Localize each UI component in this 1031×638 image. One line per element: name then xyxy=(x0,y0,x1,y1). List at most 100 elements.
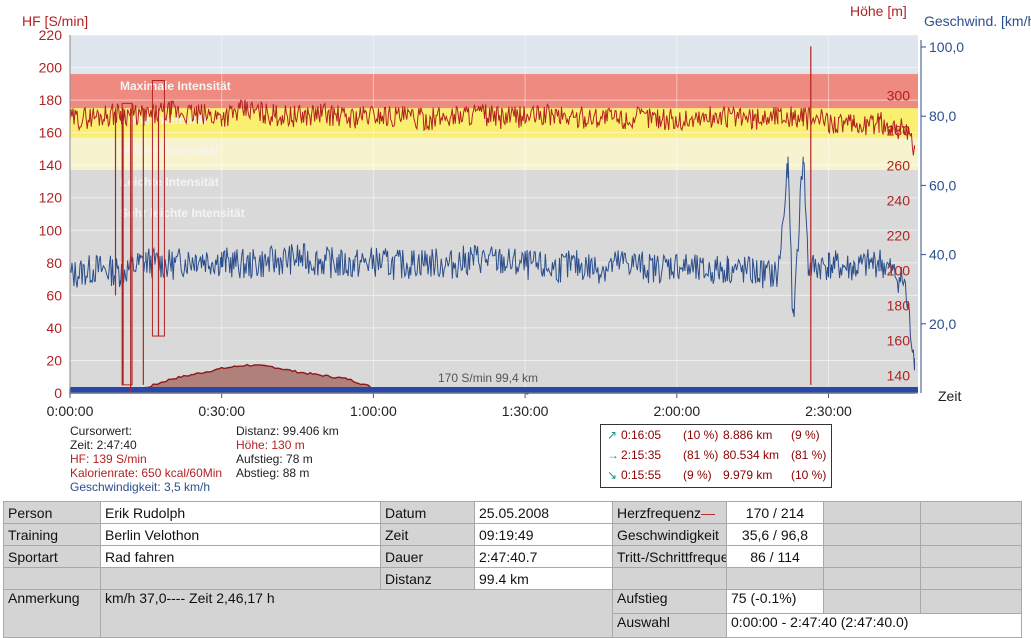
y-speed-tick-label: 60,0 xyxy=(929,177,956,193)
sport-value[interactable]: Rad fahren xyxy=(100,545,381,568)
note-value[interactable]: km/h 37,0---- Zeit 2,46,17 h xyxy=(100,589,613,638)
empty-cell xyxy=(3,567,101,590)
baseline-bar xyxy=(70,387,918,393)
selection-label: Auswahl xyxy=(612,613,727,638)
data-series: 170 S/min 99,4 km xyxy=(69,46,918,395)
y-left-tick-label: 40 xyxy=(46,320,62,336)
zone-row-up: ↗ 0:16:05 (10 %) 8.886 km (9 %) xyxy=(601,425,831,445)
training-label: Training xyxy=(3,523,101,546)
cursor-altitude: Höhe: 130 m xyxy=(236,438,305,452)
y-left-tick-label: 180 xyxy=(39,92,63,108)
chart-annotation: 170 S/min 99,4 km xyxy=(438,371,538,385)
y-altitude-tick-label: 260 xyxy=(887,158,911,174)
y-left-tick-label: 220 xyxy=(39,27,63,43)
y-altitude-tick-label: 160 xyxy=(887,333,911,349)
ascent-value: 75 (-0.1%) xyxy=(726,589,824,614)
duration-label: Dauer xyxy=(380,545,475,568)
zone-distance: 80.534 km xyxy=(723,448,780,462)
zone-distance: 9.979 km xyxy=(723,468,773,482)
session-info-table: Person Erik Rudolph Datum 25.05.2008 Her… xyxy=(3,501,1022,638)
zone-time-pct: (81 %) xyxy=(683,448,719,462)
empty-cell xyxy=(920,589,1022,614)
cursor-values: Cursorwert: Zeit: 2:47:40 HF: 139 S/min … xyxy=(70,424,222,494)
y-altitude-tick-label: 140 xyxy=(887,368,911,384)
plot-top-band xyxy=(70,35,918,75)
cursor-calories: Kalorienrate: 650 kcal/60Min xyxy=(70,466,223,480)
empty-cell xyxy=(612,567,727,590)
y-altitude-tick-label: 180 xyxy=(887,298,911,314)
empty-cell xyxy=(823,567,921,590)
empty-cell xyxy=(920,501,1022,524)
y-speed-tick-label: 40,0 xyxy=(929,247,956,263)
hr-value: 170 / 214 xyxy=(726,501,824,524)
cursor-speed: Geschwindigkeit: 3,5 km/h xyxy=(70,480,211,494)
zone-row-flat: → 2:15:35 (81 %) 80.534 km (81 %) xyxy=(601,445,831,465)
empty-cell xyxy=(823,589,921,614)
y-altitude-tick-label: 280 xyxy=(887,123,911,139)
time-label: Zeit xyxy=(380,523,475,546)
x-tick-label: 1:00:00 xyxy=(350,403,397,419)
empty-cell xyxy=(920,523,1022,546)
y-altitude-tick-label: 200 xyxy=(887,263,911,279)
cursor-time: Zeit: 2:47:40 xyxy=(70,438,137,452)
empty-cell xyxy=(823,501,921,524)
zone-label: Sehr leichte Intensität xyxy=(120,206,245,220)
zone-distance-pct: (81 %) xyxy=(791,448,827,462)
speed-label: Geschwindigkeit xyxy=(612,523,727,546)
arrow-right-icon: → xyxy=(607,448,619,462)
y-left-tick-label: 120 xyxy=(39,190,63,206)
empty-cell xyxy=(100,567,381,590)
person-value[interactable]: Erik Rudolph xyxy=(100,501,381,524)
ascent-label: Aufstieg xyxy=(612,589,727,614)
y-speed-tick-label: 20,0 xyxy=(929,316,956,332)
arrow-down-icon: ↘ xyxy=(607,468,618,482)
y-left-tick-label: 80 xyxy=(46,255,62,271)
y-left-tick-label: 140 xyxy=(39,157,63,173)
date-label: Datum xyxy=(380,501,475,524)
x-tick-label: 2:30:00 xyxy=(805,403,852,419)
training-chart: Maximale Intensität Hohe Intensität Mittle… xyxy=(22,3,1031,419)
distance-label: Distanz xyxy=(380,567,475,590)
y-altitude-axis-title: Höhe [m] xyxy=(850,3,907,19)
training-value[interactable]: Berlin Velothon xyxy=(100,523,381,546)
x-axis-title: Zeit xyxy=(938,388,961,404)
duration-value: 2:47:40.7 xyxy=(474,545,613,568)
speed-value: 35,6 / 96,8 xyxy=(726,523,824,546)
y-altitude-tick-label: 220 xyxy=(887,228,911,244)
time-value[interactable]: 09:19:49 xyxy=(474,523,613,546)
zone-band xyxy=(70,74,918,109)
cursor-distance: Distanz: 99.406 km xyxy=(236,424,339,438)
y-left-tick-label: 160 xyxy=(39,125,63,141)
zone-label: Leichte Intensität xyxy=(120,175,219,189)
cadence-label: Tritt-/Schrittfrequenz xyxy=(612,545,727,568)
hr-label: Herzfrequenz— xyxy=(612,501,727,524)
y-left-tick-label: 100 xyxy=(39,222,63,238)
cursor-descent: Abstieg: 88 m xyxy=(236,466,310,480)
sport-label: Sportart xyxy=(3,545,101,568)
x-tick-label: 0:00:00 xyxy=(47,403,94,419)
y-altitude-tick-label: 240 xyxy=(887,193,911,209)
y-left-tick-label: 0 xyxy=(54,385,62,401)
empty-cell xyxy=(726,567,824,590)
zone-time-pct: (10 %) xyxy=(683,428,719,442)
person-label: Person xyxy=(3,501,101,524)
y-left-tick-label: 20 xyxy=(46,352,62,368)
zone-label: Hohe Intensität xyxy=(120,113,207,127)
empty-cell xyxy=(920,545,1022,568)
zone-label: Maximale Intensität xyxy=(120,79,231,93)
y-speed-axis-title: Geschwind. [km/h] xyxy=(924,13,1031,29)
date-value[interactable]: 25.05.2008 xyxy=(474,501,613,524)
zone-band xyxy=(70,200,918,234)
note-label: Anmerkung xyxy=(3,589,101,638)
cursor-ascent: Aufstieg: 78 m xyxy=(236,452,313,466)
cursor-distance-values: Distanz: 99.406 km Höhe: 130 m Aufstieg:… xyxy=(236,424,339,480)
y-left-tick-label: 60 xyxy=(46,287,62,303)
zone-distance-pct: (10 %) xyxy=(791,468,827,482)
selection-value[interactable]: 0:00:00 - 2:47:40 (2:47:40.0) xyxy=(726,613,1022,638)
x-tick-label: 0:30:00 xyxy=(198,403,245,419)
heart-rate-line xyxy=(69,98,915,156)
zone-band xyxy=(70,170,918,201)
empty-cell xyxy=(823,523,921,546)
heart-rate-spike-box xyxy=(121,102,133,386)
y-speed-tick-label: 100,0 xyxy=(929,39,964,55)
